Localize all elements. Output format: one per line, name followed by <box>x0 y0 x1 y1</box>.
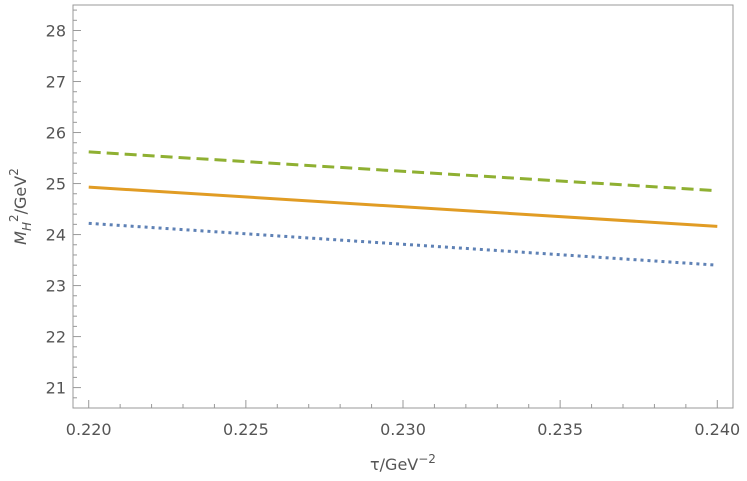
y-axis-label-m: M <box>11 231 30 245</box>
y-axis-label-sub: H <box>20 222 34 231</box>
x-axis-label-main: τ/GeV <box>370 455 418 474</box>
x-axis-label-sup: −2 <box>418 452 436 466</box>
x-tick-label: 0.235 <box>537 420 583 439</box>
y-tick-label: 25 <box>46 175 66 194</box>
series-group <box>88 150 718 267</box>
y-tick-label: 23 <box>46 277 66 296</box>
y-axis-label-sup1: 2 <box>7 214 21 222</box>
y-tick-label: 21 <box>46 379 66 398</box>
y-axis: 21 22 23 24 25 26 27 28 <box>46 9 81 409</box>
y-axis-label-unit: /GeV <box>11 176 30 215</box>
y-tick-label: 22 <box>46 328 66 347</box>
series-line-3-dotted <box>88 221 718 267</box>
y-axis-label: MH2/GeV2 <box>7 168 34 245</box>
x-tick-label: 0.230 <box>380 420 426 439</box>
series-line-2-solid <box>88 185 718 228</box>
y-axis-label-sup2: 2 <box>7 168 21 176</box>
y-tick-label: 26 <box>46 124 66 143</box>
x-axis: 0.220 0.225 0.230 0.235 0.240 <box>66 400 740 439</box>
x-tick-label: 0.225 <box>223 420 269 439</box>
x-axis-label: τ/GeV−2 <box>370 452 436 474</box>
y-tick-label: 27 <box>46 73 66 92</box>
y-tick-label: 24 <box>46 226 66 245</box>
x-tick-label: 0.240 <box>694 420 740 439</box>
x-tick-label: 0.220 <box>66 420 112 439</box>
y-tick-label: 28 <box>46 22 66 41</box>
series-line-1-dashed <box>88 150 718 193</box>
